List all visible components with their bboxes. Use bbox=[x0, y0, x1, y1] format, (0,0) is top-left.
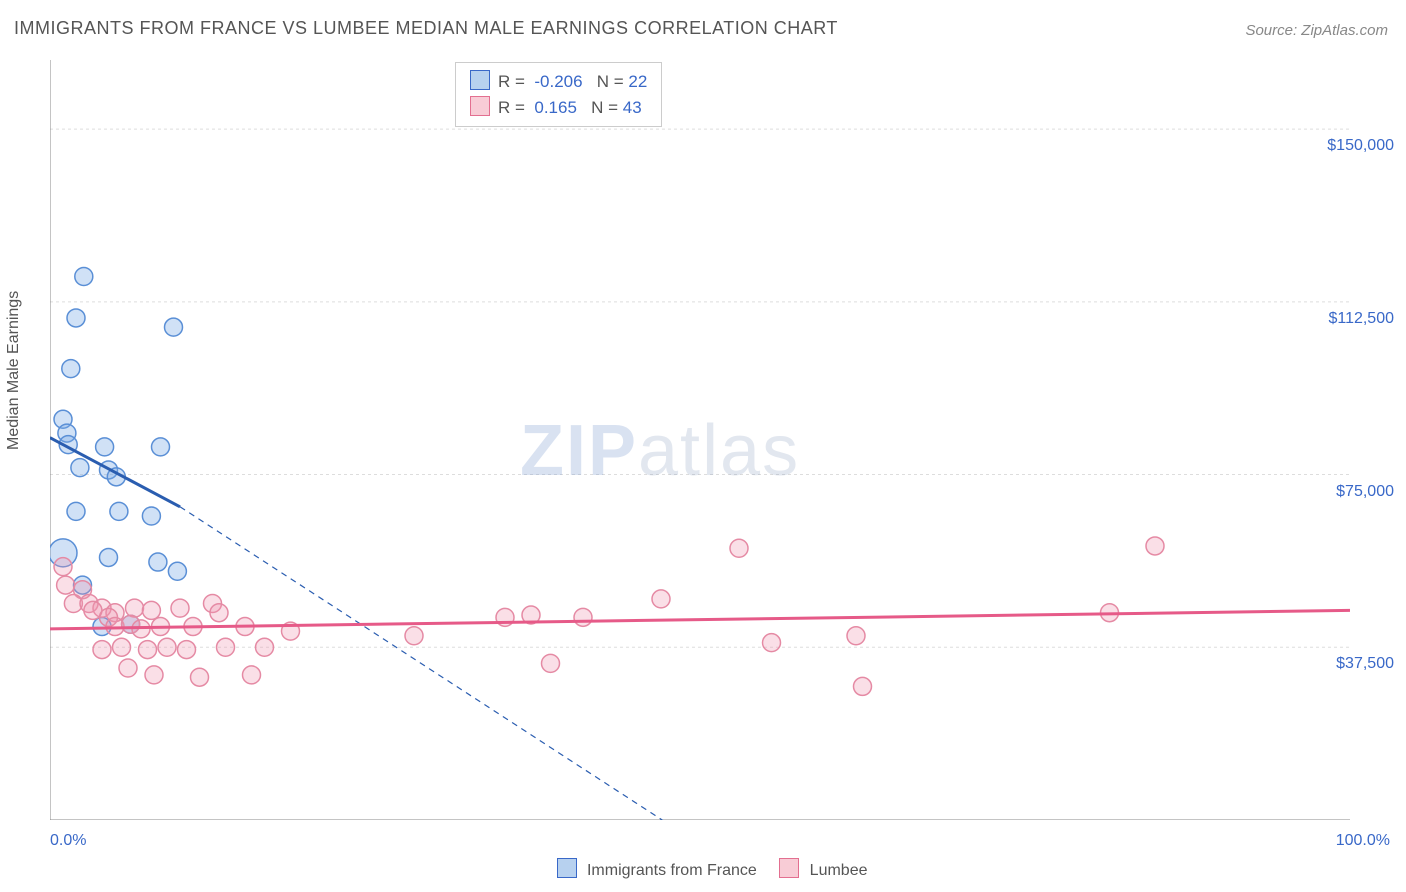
y-axis-label: Median Male Earnings bbox=[5, 291, 23, 450]
x-tick-right: 100.0% bbox=[1336, 832, 1390, 850]
stats-legend: R = -0.206 N = 22R = 0.165 N = 43 bbox=[455, 62, 662, 127]
y-tick-label: $150,000 bbox=[1327, 137, 1394, 155]
y-tick-label: $112,500 bbox=[1328, 310, 1394, 328]
scatter-plot bbox=[50, 60, 1350, 820]
source-label: Source: ZipAtlas.com bbox=[1245, 22, 1388, 39]
x-tick-left: 0.0% bbox=[50, 832, 86, 850]
chart-title: IMMIGRANTS FROM FRANCE VS LUMBEE MEDIAN … bbox=[14, 18, 838, 39]
y-tick-label: $37,500 bbox=[1336, 655, 1394, 673]
series-legend: Immigrants from France Lumbee bbox=[0, 858, 1406, 880]
y-tick-label: $75,000 bbox=[1336, 483, 1394, 501]
